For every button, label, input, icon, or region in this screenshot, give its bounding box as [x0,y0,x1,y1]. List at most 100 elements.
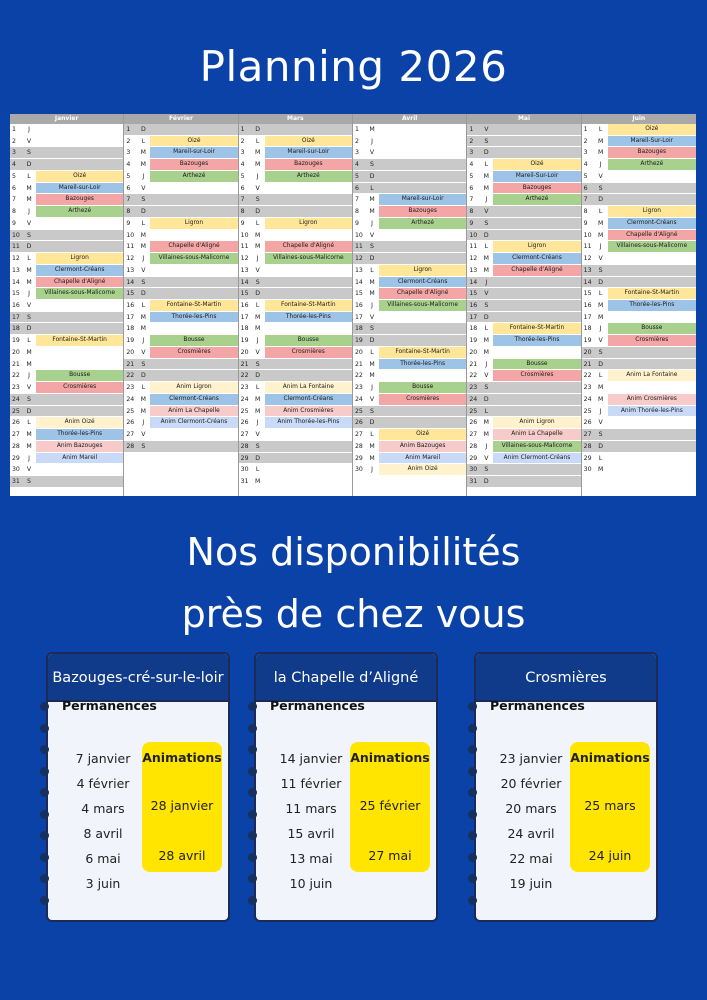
day-event: Oizé [378,429,467,440]
day-number: 6 [12,184,16,192]
day-event: Bazouges [150,159,238,170]
day-event: Chapelle d'Aligné [150,241,238,253]
day-number: 25 [583,407,592,415]
day-number: 2 [240,137,245,145]
day-letter: M [369,126,375,133]
day-number: 20 [469,348,478,356]
day-event [264,276,352,288]
calendar-day-row: 5 L Oizé [10,170,124,183]
day-letter: J [479,276,494,288]
permanence-date: 10 juin [289,876,333,891]
day-event: Villaines-sous-Malicorne [493,440,581,452]
calendar-day-row: 11 M Chapelle d'Aligné [238,241,352,254]
calendar-day-row: 19 L Fontaine-St-Martin [10,335,124,347]
calendar-day-row: 9 M Clermont-Créans [581,217,696,230]
day-number: 1 [124,124,137,135]
day-letter: S [136,194,151,206]
day-number: 25 [10,405,22,417]
day-letter: M [254,407,261,415]
day-number: 19 [352,335,365,346]
day-event: Villaines-sous-Malicorne [607,241,696,253]
day-letter: M [597,313,604,321]
day-letter: M [369,208,375,216]
day-event: Ligron [378,264,467,276]
calendar-day-row: 16 S [467,300,581,312]
day-letter: V [255,431,260,439]
month-column: Mars 1 D 2 L Oizé 3 M Mareil-sur-Loir 4 M Bazouges 5… [238,114,353,496]
calendar-day-row: 11 M Chapelle d'Aligné [124,241,238,254]
day-number: 30 [354,466,363,474]
binding-hole-icon [468,745,477,754]
day-number: 6 [469,184,474,192]
calendar-day-row: 26 M Anim Ligron [467,417,581,430]
day-event [36,229,124,241]
day-number: 21 [581,358,594,370]
day-event [608,417,696,428]
day-event: Arthezé [264,170,352,182]
day-number: 15 [583,290,592,298]
calendar-day-row: 20 L Fontaine-St-Martin [352,346,467,359]
day-number: 7 [469,196,474,204]
day-event [493,382,581,393]
calendar-day-row: 16 L Fontaine-St-Martin [238,300,352,312]
permanence-date: 20 février [500,776,562,791]
day-number: 26 [126,419,135,427]
day-event: Ligron [264,217,352,229]
day-event: Anim Mareil [378,452,467,464]
day-letter: M [254,313,261,321]
day-number: 8 [467,206,480,217]
day-event: Oizé [607,124,696,135]
day-event: Arthezé [493,194,581,206]
day-event: Mareil-sur-Loir [264,147,352,159]
animation-date: 25 février [359,798,421,813]
day-letter: J [599,243,602,251]
calendar-day-row: 27 M Anim La Chapelle [467,429,581,441]
day-event [36,405,124,417]
day-letter: V [598,337,603,345]
calendar-day-row: 14 S [238,276,352,289]
day-number: 7 [354,196,359,204]
day-event [36,393,124,405]
day-event [150,265,237,276]
calendar-day-row: 29 M Anim Mareil [352,452,467,465]
day-number: 1 [238,124,251,135]
day-event [608,312,696,323]
day-letter: V [598,255,603,263]
day-event: Mareil-Sur-Loir [493,170,581,182]
day-number: 24 [583,395,592,403]
day-letter: L [484,325,489,333]
day-number: 3 [240,149,245,157]
calendar-day-row: 30 J Anim Oizé [352,464,467,477]
day-letter: L [141,384,146,392]
day-number: 13 [354,266,363,274]
month-column: Juin 1 L Oizé 2 M Mareil-Sur-Loir 3 M Bazouges 4 J A… [581,114,696,496]
calendar-day-row: 24 D [467,393,581,406]
day-event: Arthezé [607,159,696,170]
day-event: Chapelle d'Aligné [264,241,352,253]
day-letter: M [254,231,261,239]
day-event: Crosmières [36,382,124,393]
animation-date: 28 janvier [150,798,214,813]
day-number: 24 [10,393,22,405]
animation-date: 25 mars [584,798,636,813]
day-event: Ligron [493,241,581,253]
day-event [493,276,581,288]
day-event [265,230,352,241]
calendar-day-row: 19 D [352,335,467,347]
binding-hole-icon [248,788,257,797]
day-number: 9 [354,219,359,227]
day-event [150,370,238,382]
day-letter: J [256,419,259,427]
day-event: Clermont-Créans [36,264,124,276]
day-event [264,440,352,452]
binding-hole-icon [248,895,257,905]
day-letter: M [369,442,375,450]
day-number: 24 [354,395,363,403]
day-event: Thorée-les-Pins [264,311,352,323]
month-header: Juin [581,114,696,124]
day-number: 21 [354,360,363,368]
calendar-day-row: 20 M [467,347,581,359]
